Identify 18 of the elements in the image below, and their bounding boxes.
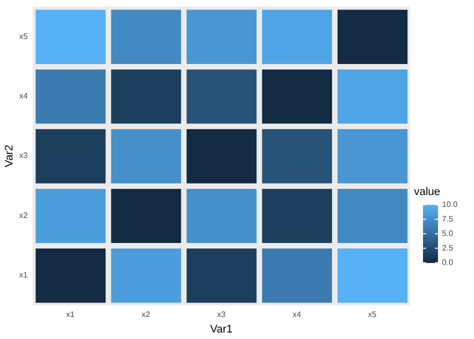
y-axis-title: Var2	[4, 144, 16, 168]
y-tick-label: x3	[19, 151, 28, 160]
y-tick-label: x4	[19, 92, 28, 101]
x-tick-label: x1	[66, 310, 76, 320]
color-bar-label: 5.0	[442, 229, 454, 238]
x-axis-title: Var1	[210, 323, 233, 336]
color-bar-label: 7.5	[442, 214, 454, 224]
x-tick-label: x4	[292, 310, 302, 320]
y-tick-label: x2	[19, 210, 28, 220]
y-tick-label: x5	[19, 32, 28, 41]
y-tick-label: x1	[19, 270, 28, 280]
color-bar-label: 0.0	[442, 258, 454, 268]
x-tick-label: x2	[142, 310, 151, 320]
x-tick-label: x5	[368, 310, 378, 320]
x-tick-label: x3	[217, 310, 226, 320]
legend-title: value	[414, 186, 440, 198]
color-bar-label: 10.0	[442, 200, 458, 210]
color-bar-label: 2.5	[442, 244, 454, 253]
